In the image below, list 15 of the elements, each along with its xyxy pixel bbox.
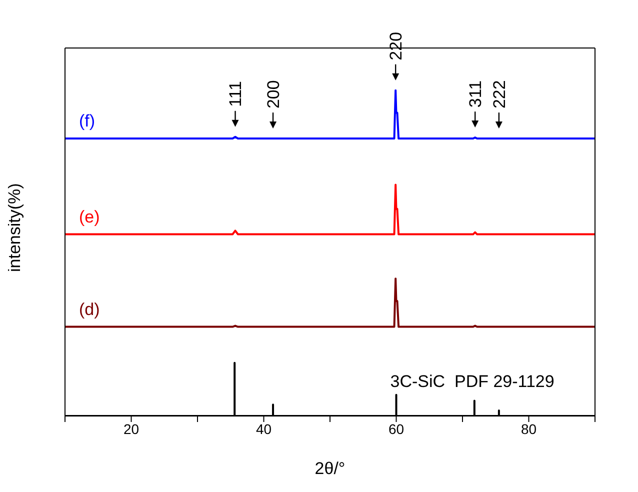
annotation: 222 bbox=[490, 80, 509, 109]
x-axis-title: 2θ/° bbox=[314, 459, 346, 478]
series-label: (f) bbox=[79, 112, 96, 131]
series-label: (e) bbox=[79, 207, 100, 226]
x-tick-label: 40 bbox=[256, 420, 272, 437]
annotation: 311 bbox=[466, 80, 486, 108]
y-axis-title: intensity(%) bbox=[5, 183, 24, 272]
annotation: 111 bbox=[226, 81, 246, 107]
x-tick-label: 80 bbox=[520, 420, 537, 437]
annotation: 200 bbox=[264, 80, 284, 109]
series-label: (d) bbox=[79, 300, 100, 319]
series-label: 3C-SiC PDF 29-1129 bbox=[390, 372, 554, 391]
x-tick-label: 60 bbox=[388, 420, 404, 437]
x-tick-label: 20 bbox=[123, 420, 140, 437]
annotation: 220 bbox=[386, 32, 406, 60]
